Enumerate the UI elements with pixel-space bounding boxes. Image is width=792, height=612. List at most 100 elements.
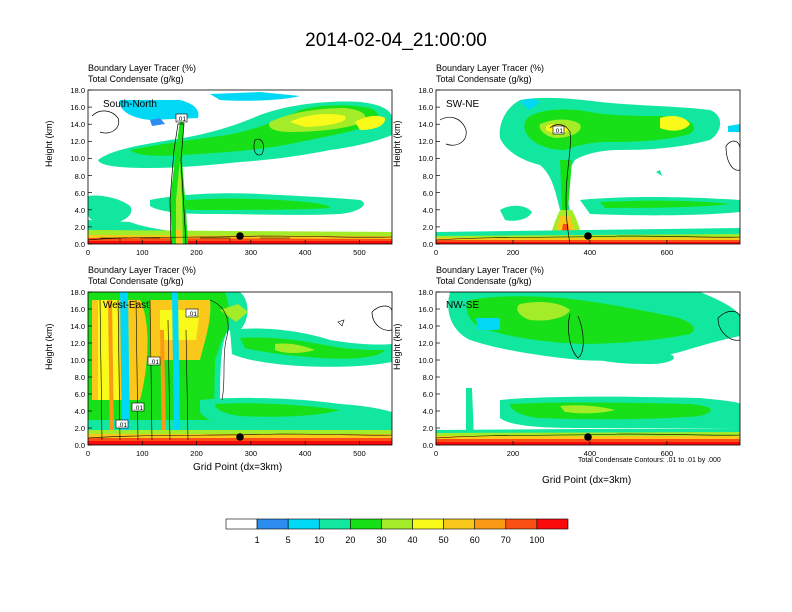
x-tick-label: 200: [506, 248, 520, 257]
y-tick-label: 14.0: [418, 322, 433, 331]
x-tick-label: 0: [433, 248, 439, 257]
panel3-field: [88, 292, 392, 445]
x-tick-label: 200: [190, 248, 203, 257]
colorbar-label: 40: [407, 535, 418, 545]
y-tick-label: 6.0: [422, 188, 433, 198]
y-tick-label: 8.0: [74, 373, 85, 382]
colorbar-label: 70: [500, 535, 511, 545]
panel3-contour-label-4: .01: [118, 422, 128, 429]
panel3-contour-label-1: .01: [188, 311, 198, 318]
y-tick-label: 16.0: [418, 305, 433, 314]
panel1-field: [88, 90, 392, 244]
colorbar-swatch: [318, 518, 351, 530]
panel4-section-label: NW-SE: [446, 300, 480, 311]
panel2-condensate-label: Total Condensate (g/kg): [436, 74, 532, 84]
y-tick-label: 4.0: [74, 407, 85, 416]
x-tick-label: 300: [244, 449, 258, 458]
colorbar-swatch: [350, 518, 382, 530]
panel1-section-label: South-North: [103, 99, 157, 110]
x-tick-label: 0: [85, 449, 91, 458]
y-tick-label: 18.0: [70, 86, 85, 95]
panel1-condensate-label: Total Condensate (g/kg): [88, 74, 184, 84]
y-tick-label: 12.0: [418, 339, 433, 348]
colorbar-swatch: [474, 518, 507, 530]
panel1-y-axis-title: Height (km): [44, 120, 54, 167]
y-tick-label: 10.0: [418, 154, 433, 164]
y-tick-label: 2.0: [422, 222, 433, 232]
y-tick-label: 2.0: [422, 424, 433, 433]
colorbar-label: 10: [314, 535, 325, 545]
y-tick-label: 16.0: [70, 305, 85, 314]
panel3-section-label: West-East: [103, 300, 149, 311]
colorbar-label: 1: [254, 535, 260, 545]
x-tick-label: 100: [136, 248, 149, 257]
y-tick-label: 4.0: [422, 407, 433, 416]
x-tick-label: 400: [298, 449, 312, 458]
y-tick-label: 0.0: [74, 240, 85, 249]
x-tick-label: 600: [660, 248, 674, 257]
contour-note: Total Condensate Contours: .01 to .01 by…: [578, 457, 721, 464]
y-tick-label: 4.0: [422, 205, 433, 215]
panel3-y-axis-title: Height (km): [44, 323, 54, 370]
panel3-location-marker: [236, 433, 244, 441]
x-tick-label: 400: [583, 449, 597, 458]
panel3-contour-label-3: .01: [134, 405, 144, 412]
x-tick-label: 500: [353, 449, 366, 458]
y-tick-label: 18.0: [418, 86, 433, 95]
y-tick-label: 4.0: [74, 205, 85, 215]
x-tick-label: 0: [85, 248, 91, 257]
colorbar-label: 50: [438, 535, 449, 545]
y-tick-label: 2.0: [74, 424, 85, 433]
colorbar-label: 20: [345, 535, 356, 545]
y-tick-label: 12.0: [70, 137, 85, 147]
y-tick-label: 12.0: [418, 137, 433, 147]
y-tick-label: 10.0: [418, 356, 433, 365]
y-tick-label: 14.0: [70, 322, 85, 331]
x-tick-label: 200: [506, 449, 520, 458]
colorbar-swatch: [443, 518, 476, 530]
x-tick-label: 600: [660, 449, 674, 458]
y-tick-label: 6.0: [422, 390, 433, 399]
panel2-tracer-label: Boundary Layer Tracer (%): [436, 63, 545, 73]
colorbar-swatch: [225, 518, 258, 530]
y-tick-label: 2.0: [74, 222, 85, 232]
panel3-tracer-label: Boundary Layer Tracer (%): [88, 265, 197, 275]
colorbar-swatch: [256, 518, 289, 530]
colorbar-swatch: [381, 518, 413, 530]
colorbar-swatch: [536, 518, 569, 530]
panel2-contour-label: .01: [554, 128, 564, 135]
x-tick-label: 300: [244, 248, 258, 257]
y-tick-label: 6.0: [74, 188, 85, 198]
panel4-field: [436, 292, 740, 445]
y-tick-label: 6.0: [74, 390, 85, 399]
panel4-y-axis-title: Height (km): [392, 323, 402, 370]
colorbar-swatches: [225, 518, 569, 530]
y-tick-label: 16.0: [70, 103, 85, 113]
panel4-x-axis-title: Grid Point (dx=3km): [542, 475, 632, 486]
panel3-contour-label-2: .01: [150, 359, 160, 366]
panel1-contour-label: .01: [177, 116, 187, 123]
panel4-tracer-label: Boundary Layer Tracer (%): [436, 265, 545, 275]
colorbar-swatch: [287, 518, 320, 530]
x-tick-label: 200: [190, 449, 203, 458]
y-tick-label: 8.0: [74, 171, 85, 181]
y-tick-label: 0.0: [422, 441, 433, 450]
y-tick-label: 10.0: [70, 154, 85, 164]
panel4-location-marker: [584, 433, 592, 441]
x-tick-label: 100: [136, 449, 149, 458]
x-tick-label: 400: [583, 248, 597, 257]
colorbar-swatch: [505, 518, 538, 530]
y-tick-label: 0.0: [422, 240, 433, 249]
y-tick-label: 18.0: [70, 288, 85, 297]
panel3-x-axis-title: Grid Point (dx=3km): [193, 462, 283, 473]
x-tick-label: 0: [433, 449, 439, 458]
panel4-condensate-label: Total Condensate (g/kg): [436, 276, 532, 286]
colorbar-label: 60: [469, 535, 480, 545]
panel2-y-axis-title: Height (km): [392, 120, 402, 167]
y-tick-label: 10.0: [70, 356, 85, 365]
panel2-field: [436, 90, 740, 244]
x-tick-label: 500: [353, 248, 366, 257]
y-tick-label: 8.0: [422, 171, 433, 181]
y-tick-label: 18.0: [418, 288, 433, 297]
figure-title: 2014-02-04_21:00:00: [305, 30, 487, 51]
